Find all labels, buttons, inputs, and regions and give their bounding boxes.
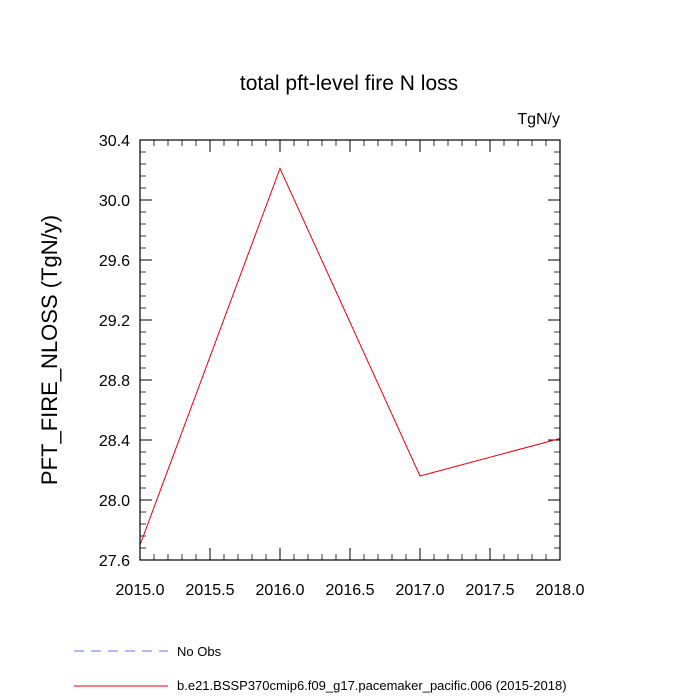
- y-tick-labels: 27.6 28.0 28.4 28.8 29.2 29.6 30.0 30.4: [99, 133, 130, 570]
- legend-label-model: b.e21.BSSP370cmip6.f09_g17.pacemaker_pac…: [177, 678, 567, 693]
- series-line-0: [139, 167, 561, 546]
- x-tick-label: 2016.5: [326, 582, 375, 599]
- y-tick-label: 29.6: [99, 253, 130, 270]
- x-tick-label: 2018.0: [536, 582, 585, 599]
- legend: No Obs b.e21.BSSP370cmip6.f09_g17.pacema…: [74, 644, 567, 693]
- x-tick-label: 2017.0: [396, 582, 445, 599]
- y-tick-label: 28.0: [99, 493, 130, 510]
- x-tick-label: 2015.5: [186, 582, 235, 599]
- chart-title: total pft-level fire N loss: [240, 72, 458, 95]
- y-axis-label: PFT_FIRE_NLOSS (TgN/y): [37, 215, 62, 485]
- axis-ticks: [139, 139, 561, 561]
- x-tick-label: 2015.0: [116, 582, 165, 599]
- series-layer: [139, 167, 561, 546]
- y-tick-label: 30.4: [99, 133, 130, 150]
- x-tick-label: 2017.5: [466, 582, 515, 599]
- y-tick-label: 27.6: [99, 553, 130, 570]
- y-tick-label: 28.4: [99, 433, 130, 450]
- plot-frame: [139, 139, 561, 561]
- y-tick-label: 30.0: [99, 193, 130, 210]
- units-label: TgN/y: [517, 111, 560, 128]
- legend-label-no-obs: No Obs: [177, 644, 222, 659]
- x-tick-labels: 2015.0 2015.5 2016.0 2016.5 2017.0 2017.5 2018…: [116, 582, 585, 599]
- x-tick-label: 2016.0: [256, 582, 305, 599]
- y-tick-label: 28.8: [99, 373, 130, 390]
- y-tick-label: 29.2: [99, 313, 130, 330]
